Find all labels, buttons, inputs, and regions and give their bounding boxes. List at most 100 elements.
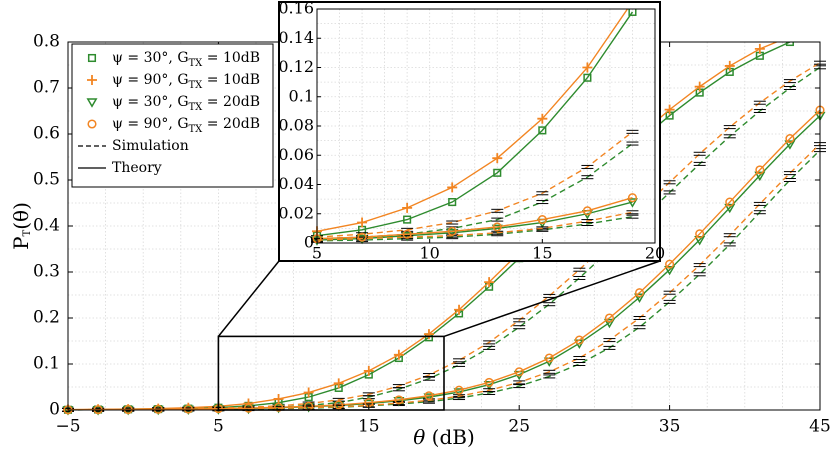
theory-point-1 — [583, 73, 592, 82]
inset-x-tick-label: 5 — [312, 244, 322, 263]
theory-point-2 — [537, 113, 548, 124]
legend-marker-1 — [87, 53, 97, 63]
theory-point-4 — [604, 313, 614, 323]
theory-point-2 — [815, 23, 825, 33]
theory-point-3 — [491, 224, 503, 235]
theory-point-1 — [448, 198, 457, 207]
inset-y-tick-label: 0.1 — [289, 86, 314, 105]
inset-x-tick-label: 15 — [532, 244, 552, 263]
inset-y-tick-label: 0.12 — [278, 57, 314, 76]
theory-point-4 — [183, 404, 193, 414]
theory-point-2 — [333, 378, 344, 389]
theory-point-4 — [582, 206, 592, 216]
theory-point-4 — [334, 400, 344, 410]
theory-point-3 — [724, 203, 736, 214]
inset-x-tick-label: 10 — [419, 244, 439, 263]
theory-point-1 — [628, 9, 637, 16]
x-tick-label: 15 — [358, 417, 380, 437]
theory-point-2 — [724, 60, 735, 71]
theory-point-2 — [582, 62, 593, 73]
theory-point-1 — [538, 126, 547, 135]
theory-point-3 — [784, 140, 796, 150]
theory-point-4 — [544, 353, 554, 363]
theory-point-4 — [357, 232, 367, 242]
legend-marker-4 — [87, 119, 97, 129]
theory-point-4 — [402, 229, 412, 239]
theory-point-2 — [363, 365, 374, 376]
theory-point-2 — [454, 304, 465, 315]
x-tick-label: 25 — [508, 417, 530, 437]
y-tick-label: 0.3 — [33, 262, 60, 282]
theory-point-2 — [402, 202, 413, 213]
legend-label-2: ψ = 90°, GTX = 10dB — [112, 72, 260, 91]
inset-y-tick-label: 0.06 — [278, 145, 314, 164]
legend-label-1: ψ = 30°, GTX = 10dB — [112, 50, 260, 69]
legend-label-dashed: Simulation — [112, 138, 189, 154]
theory-point-4 — [153, 404, 163, 414]
legend-label-4: ψ = 90°, GTX = 20dB — [112, 116, 260, 135]
theory-point-3 — [453, 388, 465, 398]
inset-y-tick-label: 0.14 — [278, 28, 314, 47]
y-tick-label: 0.6 — [33, 124, 60, 144]
theory-point-3 — [423, 393, 435, 403]
legend — [71, 43, 274, 188]
theory-point-2 — [423, 329, 434, 340]
theory-point-4 — [424, 391, 434, 401]
theory-point-4 — [492, 222, 502, 232]
theory-point-2 — [484, 277, 495, 288]
series-group — [311, 9, 639, 246]
legend-marker-2 — [87, 75, 97, 85]
theory-point-4 — [514, 367, 524, 377]
theory-point-4 — [725, 197, 735, 207]
theory-point-1 — [817, 30, 824, 37]
theory-point-4 — [537, 215, 547, 225]
y-tick-label: 0.1 — [33, 354, 60, 374]
theory-point-4 — [394, 395, 404, 405]
x-tick-label: 35 — [659, 417, 681, 437]
simulation-line-3 — [316, 215, 633, 242]
theory-point-2 — [357, 217, 368, 228]
x-tick-label: 5 — [213, 417, 224, 437]
theory-point-3 — [694, 236, 706, 246]
theory-point-4 — [695, 229, 705, 239]
inset-panel — [278, 1, 661, 262]
legend-label-3: ψ = 30°, GTX = 20dB — [112, 94, 260, 113]
inset-y-tick-label: 0 — [304, 233, 314, 252]
theory-point-3 — [446, 229, 458, 239]
inset-y-tick-label: 0.02 — [278, 203, 314, 222]
zoom-connector — [217, 260, 280, 337]
theory-point-4 — [484, 377, 494, 387]
zoom-connector — [443, 260, 661, 338]
y-tick-label: 0.7 — [33, 78, 60, 98]
theory-point-4 — [574, 335, 584, 345]
theory-line-2 — [316, 9, 629, 232]
inset: 5 10 15 20 0 0.02 0.04 0.06 0.08 0.1 0.12 0.14 0.16 — [278, 0, 665, 263]
y-axis-label: PT(θ) — [9, 202, 34, 250]
theory-point-3 — [626, 198, 638, 208]
theory-point-2 — [754, 43, 765, 54]
theory-line-1 — [316, 11, 634, 237]
zoom-region — [217, 335, 445, 411]
theory-point-3 — [664, 265, 676, 276]
inset-y-tick-label: 0.16 — [278, 0, 314, 18]
theory-point-2 — [492, 153, 503, 164]
x-axis-label: θ (dB) — [413, 425, 475, 449]
theory-point-4 — [454, 385, 464, 395]
legend-marker-3 — [86, 98, 98, 108]
theory-point-4 — [755, 165, 765, 175]
theory-point-4 — [627, 193, 638, 203]
y-tick-label: 0 — [49, 400, 60, 420]
theory-point-4 — [634, 288, 645, 298]
theory-point-3 — [754, 171, 766, 182]
x-tick-label: −5 — [55, 417, 80, 437]
y-tick-label: 0.8 — [33, 32, 60, 52]
inset-x-tick-label: 20 — [645, 244, 665, 263]
theory-point-4 — [785, 134, 795, 144]
theory-point-2 — [447, 182, 458, 193]
theory-point-4 — [447, 226, 457, 236]
theory-point-2 — [785, 31, 795, 41]
y-tick-label: 0.4 — [33, 216, 60, 236]
theory-point-2 — [273, 393, 284, 404]
inset-y-tick-label: 0.08 — [278, 116, 314, 135]
